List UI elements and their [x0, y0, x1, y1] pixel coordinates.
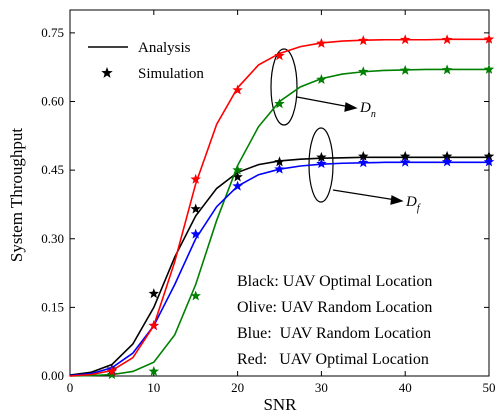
group-label: Dn [359, 100, 376, 120]
simulation-star [441, 34, 453, 45]
simulation-star [190, 290, 201, 301]
simulation-star [483, 33, 495, 44]
ellipse [270, 48, 298, 126]
arrow [296, 96, 351, 108]
x-tick-label: 20 [231, 380, 244, 395]
simulation-star [232, 164, 243, 175]
y-tick-label: 0.30 [41, 231, 64, 246]
x-tick-label: 30 [315, 380, 328, 395]
legend: Analysis Simulation [88, 40, 204, 82]
simulation-star [274, 163, 285, 174]
y-tick-label: 0.60 [41, 94, 64, 109]
simulation-star [399, 150, 411, 161]
group-label-sub: n [371, 109, 376, 120]
simulation-star [232, 171, 243, 182]
simulation-star [316, 151, 327, 162]
group-markers [270, 48, 404, 205]
arrowhead [344, 102, 358, 112]
x-tick-label: 50 [483, 380, 496, 395]
y-tick-label: 0.15 [41, 299, 64, 314]
x-tick-label: 10 [147, 380, 160, 395]
simulation-star [316, 158, 327, 169]
simulation-star [274, 156, 285, 167]
legend-label: Analysis [138, 40, 191, 56]
simulation-star [358, 150, 369, 161]
simulation-star [274, 50, 285, 61]
arrowhead [390, 195, 404, 205]
x-axis-label: SNR [263, 395, 297, 414]
simulation-star [148, 288, 160, 299]
arrow [332, 189, 397, 201]
simulation-star [441, 64, 453, 75]
simulation-star [316, 74, 327, 84]
simulation-star [274, 98, 285, 109]
y-tick-label: 0.75 [41, 25, 64, 40]
simulation-star [190, 228, 201, 239]
group-label: Df [405, 194, 421, 214]
group-label-main: D [359, 100, 371, 116]
simulation-star [148, 320, 160, 331]
simulation-star [190, 173, 201, 184]
x-tick-label: 0 [67, 380, 74, 395]
simulation-star [316, 37, 327, 48]
annotation: Olive: UAV Random Location [237, 299, 432, 316]
simulation-star [483, 156, 495, 167]
legend-star [101, 67, 113, 78]
y-axis-label: System Throughput [7, 128, 26, 263]
simulation-star [441, 150, 453, 161]
simulation-star [190, 203, 201, 214]
group-label-sub: f [417, 203, 421, 214]
x-tick-label: 40 [399, 380, 412, 395]
simulation-star [358, 35, 369, 46]
simulation-star [232, 180, 243, 191]
simulation-star [483, 150, 495, 161]
simulation-star [358, 66, 369, 77]
y-tick-label: 0.00 [41, 368, 64, 383]
legend-label: Simulation [138, 66, 204, 82]
simulation-star [399, 156, 411, 167]
simulation-star [358, 157, 369, 168]
simulation-star [232, 84, 243, 95]
analysis-line [69, 156, 489, 376]
simulation-star [399, 64, 411, 75]
simulation-star [399, 34, 411, 45]
annotation: Black: UAV Optimal Location [237, 273, 432, 290]
simulation-star [483, 63, 495, 74]
group-label-main: D [405, 194, 417, 210]
plot-frame [69, 9, 490, 377]
simulation-star [441, 156, 453, 167]
annotation: Blue: UAV Random Location [237, 325, 431, 342]
simulation-star [106, 365, 118, 376]
y-tick-label: 0.45 [41, 162, 64, 177]
annotation: Red: UAV Optimal Location [237, 351, 429, 368]
simulation-star [148, 365, 160, 376]
simulation-star [106, 369, 118, 380]
